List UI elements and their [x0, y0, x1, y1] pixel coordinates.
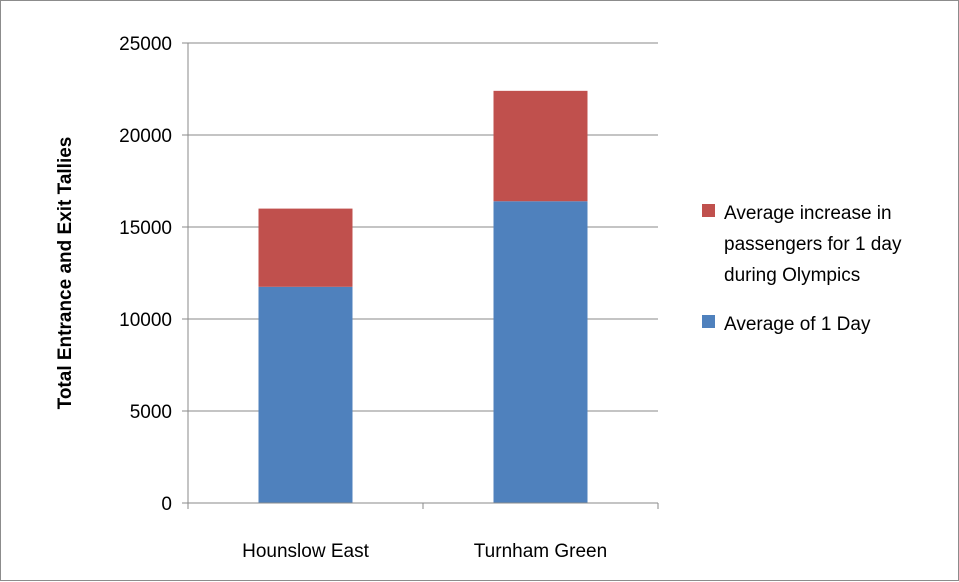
- x-tick-label: Hounslow East: [242, 541, 369, 562]
- y-tick-label: 20000: [119, 126, 172, 147]
- y-tick-label: 5000: [130, 402, 172, 423]
- legend-item: Average increase in passengers for 1 day d…: [702, 203, 902, 286]
- bar-segment-average-1-day: [493, 201, 588, 504]
- axes: [182, 42, 659, 509]
- bars: [258, 90, 588, 504]
- legend-swatch: [702, 204, 715, 217]
- x-tick-labels: Hounslow East Turnham Green: [242, 541, 607, 562]
- legend-label: passengers for 1 day: [724, 234, 902, 255]
- y-tick-label: 15000: [119, 218, 172, 239]
- legend: Average increase in passengers for 1 day d…: [702, 203, 902, 335]
- bar-segment-average-1-day: [258, 286, 353, 503]
- legend-item: Average of 1 Day: [702, 314, 871, 335]
- y-tick-label: 0: [161, 494, 172, 515]
- legend-label: Average increase in: [724, 203, 892, 224]
- x-tick-label: Turnham Green: [474, 541, 607, 562]
- y-axis-title: Total Entrance and Exit Tallies: [55, 137, 76, 410]
- bar-segment-olympics-increase: [493, 90, 588, 202]
- y-tick-label: 25000: [119, 34, 172, 55]
- legend-label: Average of 1 Day: [724, 314, 871, 335]
- y-tick-labels: 0 5000 10000 15000 20000 25000: [119, 34, 172, 515]
- bar-segment-olympics-increase: [258, 208, 353, 287]
- y-tick-label: 10000: [119, 310, 172, 331]
- legend-swatch: [702, 315, 715, 328]
- legend-label: during Olympics: [724, 265, 860, 286]
